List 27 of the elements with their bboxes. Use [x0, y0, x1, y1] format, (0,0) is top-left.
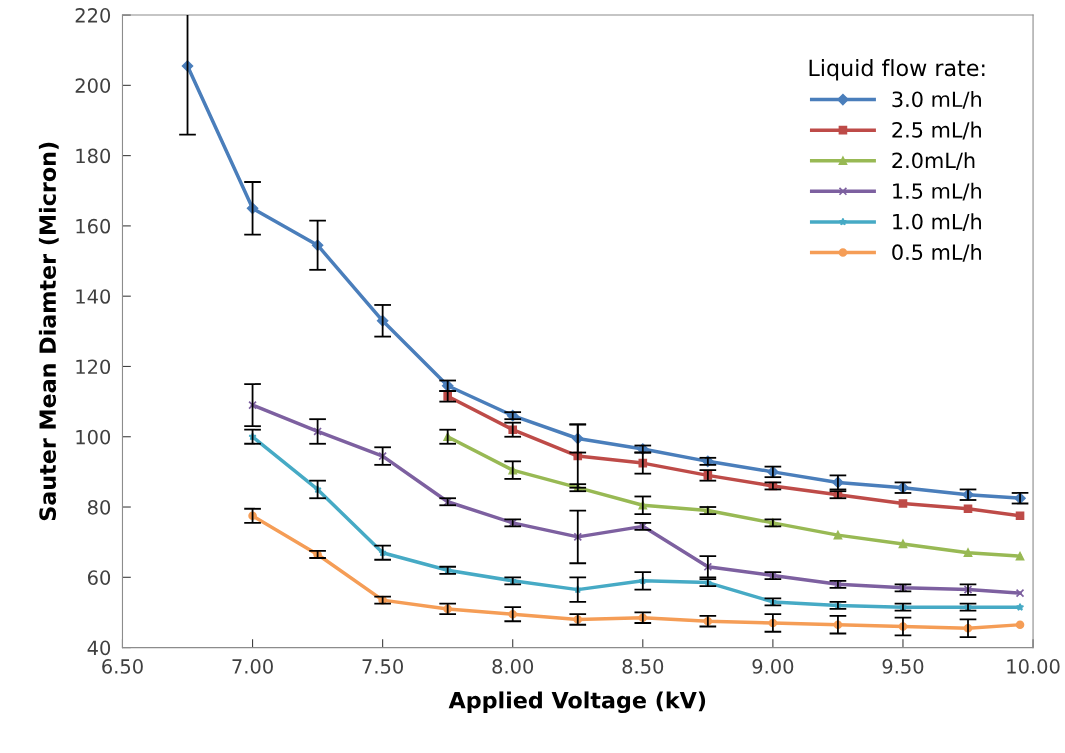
legend-title: Liquid flow rate: — [809, 59, 985, 81]
x-tick-label: 10.00 — [1007, 659, 1060, 674]
y-tick-label: 120 — [76, 359, 111, 375]
y-tick-label: 200 — [75, 78, 111, 93]
y-tick-label: 60 — [87, 570, 111, 585]
y-tick-label: 100 — [76, 429, 111, 445]
x-tick-label: 8.00 — [492, 659, 534, 674]
legend-label: 2.0mL/h — [892, 152, 975, 170]
legend-label: 1.0 mL/h — [893, 213, 981, 232]
y-tick-label: 40 — [87, 640, 111, 656]
x-tick-label: 9.50 — [882, 659, 924, 674]
x-tick-label: 9.00 — [752, 659, 794, 674]
x-axis-title: Applied Voltage (kV) — [448, 691, 706, 714]
y-tick-label: 180 — [76, 148, 111, 164]
x-tick-label: 7.00 — [232, 659, 273, 674]
legend-label: 2.5 mL/h — [892, 121, 981, 140]
y-axis-title: Sauter Mean Diamter (Micron) — [38, 142, 59, 521]
x-tick-label: 7.50 — [362, 659, 403, 674]
y-tick-label: 140 — [76, 289, 111, 304]
y-tick-label: 220 — [75, 8, 111, 23]
x-tick-label: 8.50 — [622, 659, 664, 674]
legend-label: 0.5 mL/h — [892, 243, 981, 262]
legend-label: 1.5 mL/h — [893, 182, 981, 201]
y-tick-label: 160 — [76, 218, 111, 234]
y-tick-label: 80 — [87, 499, 111, 515]
x-tick-label: 6.50 — [102, 659, 143, 674]
legend-label: 3.0 mL/h — [892, 91, 981, 109]
